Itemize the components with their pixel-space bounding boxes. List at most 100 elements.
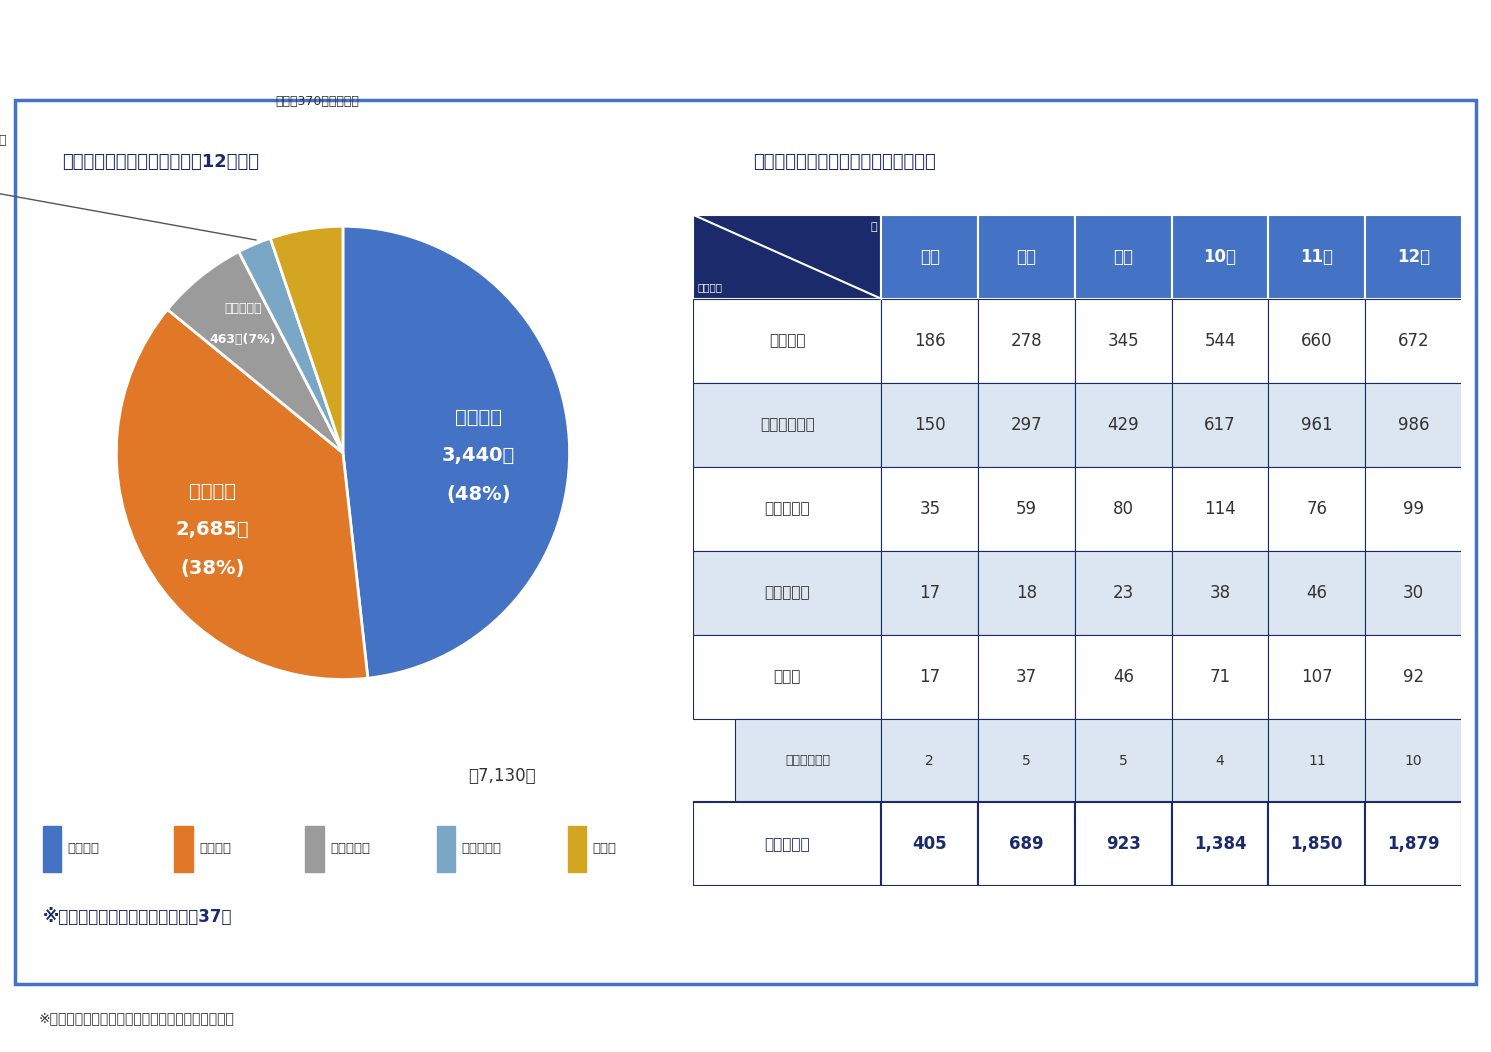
Text: ＜検挙件数の内訳（月別・違反別）＞: ＜検挙件数の内訳（月別・違反別）＞ xyxy=(753,153,936,170)
Bar xyxy=(1366,299,1463,383)
Bar xyxy=(693,467,881,550)
Bar xyxy=(1075,634,1172,719)
Bar xyxy=(306,826,324,872)
Wedge shape xyxy=(270,226,343,453)
Text: 107: 107 xyxy=(1302,668,1333,686)
Bar xyxy=(1269,467,1366,550)
Text: 歩行者妨害: 歩行者妨害 xyxy=(0,134,6,146)
Bar xyxy=(978,803,1075,887)
Text: 歩行者妨害: 歩行者妨害 xyxy=(462,843,501,855)
Text: (48%): (48%) xyxy=(446,485,511,504)
Bar xyxy=(693,383,881,467)
Bar xyxy=(978,634,1075,719)
Text: ９月: ９月 xyxy=(1114,248,1133,266)
Text: 5: 5 xyxy=(1023,753,1030,768)
Bar xyxy=(693,215,881,299)
Bar xyxy=(1172,550,1269,634)
Text: 672: 672 xyxy=(1397,331,1430,349)
Text: 11: 11 xyxy=(1308,753,1325,768)
Bar xyxy=(43,826,61,872)
Text: 10月: 10月 xyxy=(1203,248,1236,266)
Text: その他: その他 xyxy=(593,843,617,855)
Bar xyxy=(1269,383,1366,467)
Text: 76: 76 xyxy=(1306,500,1327,518)
Text: 37: 37 xyxy=(1015,668,1038,686)
Text: 2: 2 xyxy=(926,753,935,768)
Text: 30: 30 xyxy=(1403,584,1424,602)
Text: 1,384: 1,384 xyxy=(1194,835,1246,853)
Bar xyxy=(1075,215,1172,299)
Bar xyxy=(693,299,881,383)
Text: 違反種別: 違反種別 xyxy=(698,282,722,292)
Bar xyxy=(693,634,881,719)
Bar xyxy=(174,826,192,872)
Wedge shape xyxy=(116,309,368,680)
Text: 923: 923 xyxy=(1106,835,1141,853)
Bar xyxy=(1075,803,1172,887)
Bar xyxy=(881,467,978,550)
Bar xyxy=(693,803,881,887)
Bar xyxy=(1172,215,1269,299)
Text: 689: 689 xyxy=(1009,835,1044,853)
Text: 特定小型原動機付自転車に関連する交通違反・事故の発生状況①: 特定小型原動機付自転車に関連する交通違反・事故の発生状況① xyxy=(511,16,980,42)
Text: 1,879: 1,879 xyxy=(1387,835,1440,853)
Text: 1: 1 xyxy=(1416,1009,1431,1030)
Text: ７月: ７月 xyxy=(920,248,939,266)
Text: ＜検挙件数（令和５年７月～12月）＞: ＜検挙件数（令和５年７月～12月）＞ xyxy=(63,153,259,170)
Bar xyxy=(881,383,978,467)
Text: 4: 4 xyxy=(1215,753,1224,768)
Bar xyxy=(881,550,978,634)
Bar xyxy=(1172,467,1269,550)
Text: 一時不停止: 一時不停止 xyxy=(224,302,261,315)
Text: 17: 17 xyxy=(920,668,941,686)
Text: ８月: ８月 xyxy=(1017,248,1036,266)
Bar xyxy=(978,467,1075,550)
Text: 歩行者妨害: 歩行者妨害 xyxy=(765,585,810,600)
Text: 71: 71 xyxy=(1209,668,1230,686)
Text: 17: 17 xyxy=(920,584,941,602)
Text: ※「その他」中、酒気帯び運転は37件: ※「その他」中、酒気帯び運転は37件 xyxy=(43,908,233,927)
Bar xyxy=(881,215,978,299)
Text: 通行区分: 通行区分 xyxy=(69,843,100,855)
Text: 一時不停止: 一時不停止 xyxy=(331,843,370,855)
Bar xyxy=(1172,803,1269,887)
Text: うち酒気帯び: うち酒気帯び xyxy=(786,754,830,767)
Text: 23: 23 xyxy=(1112,584,1135,602)
Bar xyxy=(1075,550,1172,634)
Text: 345: 345 xyxy=(1108,331,1139,349)
Text: 月: 月 xyxy=(871,222,878,231)
Text: 961: 961 xyxy=(1302,416,1333,433)
Bar xyxy=(1269,803,1366,887)
Bar xyxy=(1075,383,1172,467)
Text: 80: 80 xyxy=(1112,500,1133,518)
Bar xyxy=(978,383,1075,467)
Text: 405: 405 xyxy=(912,835,947,853)
Text: 11月: 11月 xyxy=(1300,248,1333,266)
Text: 特定小型原動機付自転車の検挙件数（違反類型別）: 特定小型原動機付自転車の検挙件数（違反類型別） xyxy=(28,69,298,88)
Bar xyxy=(1269,634,1366,719)
Text: 18: 18 xyxy=(1015,584,1038,602)
Bar xyxy=(1075,719,1172,803)
Text: 一時不停止: 一時不停止 xyxy=(765,501,810,517)
Text: 46: 46 xyxy=(1306,584,1327,602)
Bar xyxy=(881,634,978,719)
Text: その他370件（５％）: その他370件（５％） xyxy=(274,95,359,108)
Text: 3,440件: 3,440件 xyxy=(441,446,516,465)
Bar xyxy=(1366,719,1463,803)
Text: 544: 544 xyxy=(1205,331,1236,349)
Bar xyxy=(881,803,978,887)
Bar xyxy=(1366,550,1463,634)
Wedge shape xyxy=(343,226,570,679)
Bar xyxy=(735,719,881,803)
Bar xyxy=(1366,215,1463,299)
Text: 463件(7%): 463件(7%) xyxy=(210,333,276,346)
Bar xyxy=(1172,634,1269,719)
Bar xyxy=(978,550,1075,634)
Text: 12月: 12月 xyxy=(1397,248,1430,266)
Wedge shape xyxy=(239,238,343,453)
Bar xyxy=(1172,299,1269,383)
Text: 660: 660 xyxy=(1302,331,1333,349)
Bar xyxy=(978,299,1075,383)
Text: 信号無視: 信号無視 xyxy=(200,843,231,855)
Text: 35: 35 xyxy=(920,500,941,518)
